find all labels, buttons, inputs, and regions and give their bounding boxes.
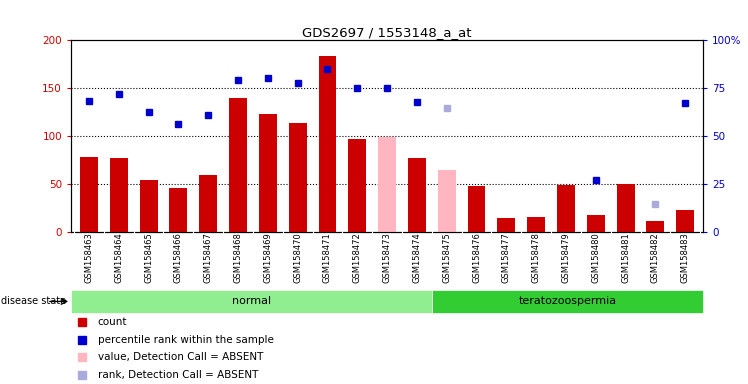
Bar — [71, 290, 432, 313]
Text: GSM158463: GSM158463 — [85, 232, 94, 283]
Text: GSM158481: GSM158481 — [621, 232, 630, 283]
Text: GSM158464: GSM158464 — [114, 232, 123, 283]
Bar — [229, 98, 247, 232]
Bar — [527, 217, 545, 232]
Bar — [646, 221, 664, 232]
Bar — [438, 170, 456, 232]
Text: GSM158477: GSM158477 — [502, 232, 511, 283]
Bar — [408, 158, 426, 232]
Text: normal: normal — [232, 296, 272, 306]
Text: GSM158480: GSM158480 — [591, 232, 601, 283]
Text: percentile rank within the sample: percentile rank within the sample — [97, 334, 274, 344]
Bar — [497, 218, 515, 232]
Text: GSM158466: GSM158466 — [174, 232, 183, 283]
Text: GSM158467: GSM158467 — [203, 232, 212, 283]
Text: GSM158465: GSM158465 — [144, 232, 153, 283]
Bar — [259, 114, 277, 232]
Text: GSM158469: GSM158469 — [263, 232, 272, 283]
Text: GSM158470: GSM158470 — [293, 232, 302, 283]
Text: GSM158476: GSM158476 — [472, 232, 481, 283]
Bar — [289, 123, 307, 232]
Bar — [432, 290, 703, 313]
Text: GSM158478: GSM158478 — [532, 232, 541, 283]
Bar — [616, 184, 634, 232]
Text: GSM158471: GSM158471 — [323, 232, 332, 283]
Bar — [199, 175, 217, 232]
Bar — [587, 215, 604, 232]
Text: GSM158468: GSM158468 — [233, 232, 242, 283]
Text: GSM158474: GSM158474 — [412, 232, 421, 283]
Bar — [557, 185, 575, 232]
Text: GSM158473: GSM158473 — [382, 232, 392, 283]
Text: GSM158482: GSM158482 — [651, 232, 660, 283]
Text: GSM158483: GSM158483 — [681, 232, 690, 283]
Bar — [319, 56, 337, 232]
Bar — [676, 210, 694, 232]
Text: value, Detection Call = ABSENT: value, Detection Call = ABSENT — [97, 353, 263, 362]
Bar — [468, 186, 485, 232]
Text: GSM158472: GSM158472 — [353, 232, 362, 283]
Text: count: count — [97, 317, 127, 327]
Bar — [110, 158, 128, 232]
Bar — [170, 188, 187, 232]
Text: teratozoospermia: teratozoospermia — [518, 296, 617, 306]
Text: disease state: disease state — [1, 296, 67, 306]
Bar — [378, 137, 396, 232]
Text: GSM158479: GSM158479 — [562, 232, 571, 283]
Text: GSM158475: GSM158475 — [442, 232, 451, 283]
Bar — [349, 139, 367, 232]
Text: rank, Detection Call = ABSENT: rank, Detection Call = ABSENT — [97, 370, 258, 380]
Title: GDS2697 / 1553148_a_at: GDS2697 / 1553148_a_at — [302, 26, 472, 39]
Bar — [80, 157, 98, 232]
Bar — [140, 180, 158, 232]
